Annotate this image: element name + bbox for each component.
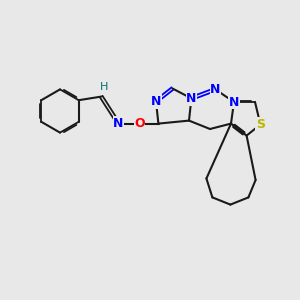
Text: N: N xyxy=(151,95,161,108)
Text: N: N xyxy=(186,92,197,105)
Text: N: N xyxy=(229,95,239,109)
Text: S: S xyxy=(256,118,265,131)
Text: O: O xyxy=(134,117,145,130)
Text: N: N xyxy=(210,83,220,96)
Text: N: N xyxy=(113,117,124,130)
Text: H: H xyxy=(99,82,108,92)
